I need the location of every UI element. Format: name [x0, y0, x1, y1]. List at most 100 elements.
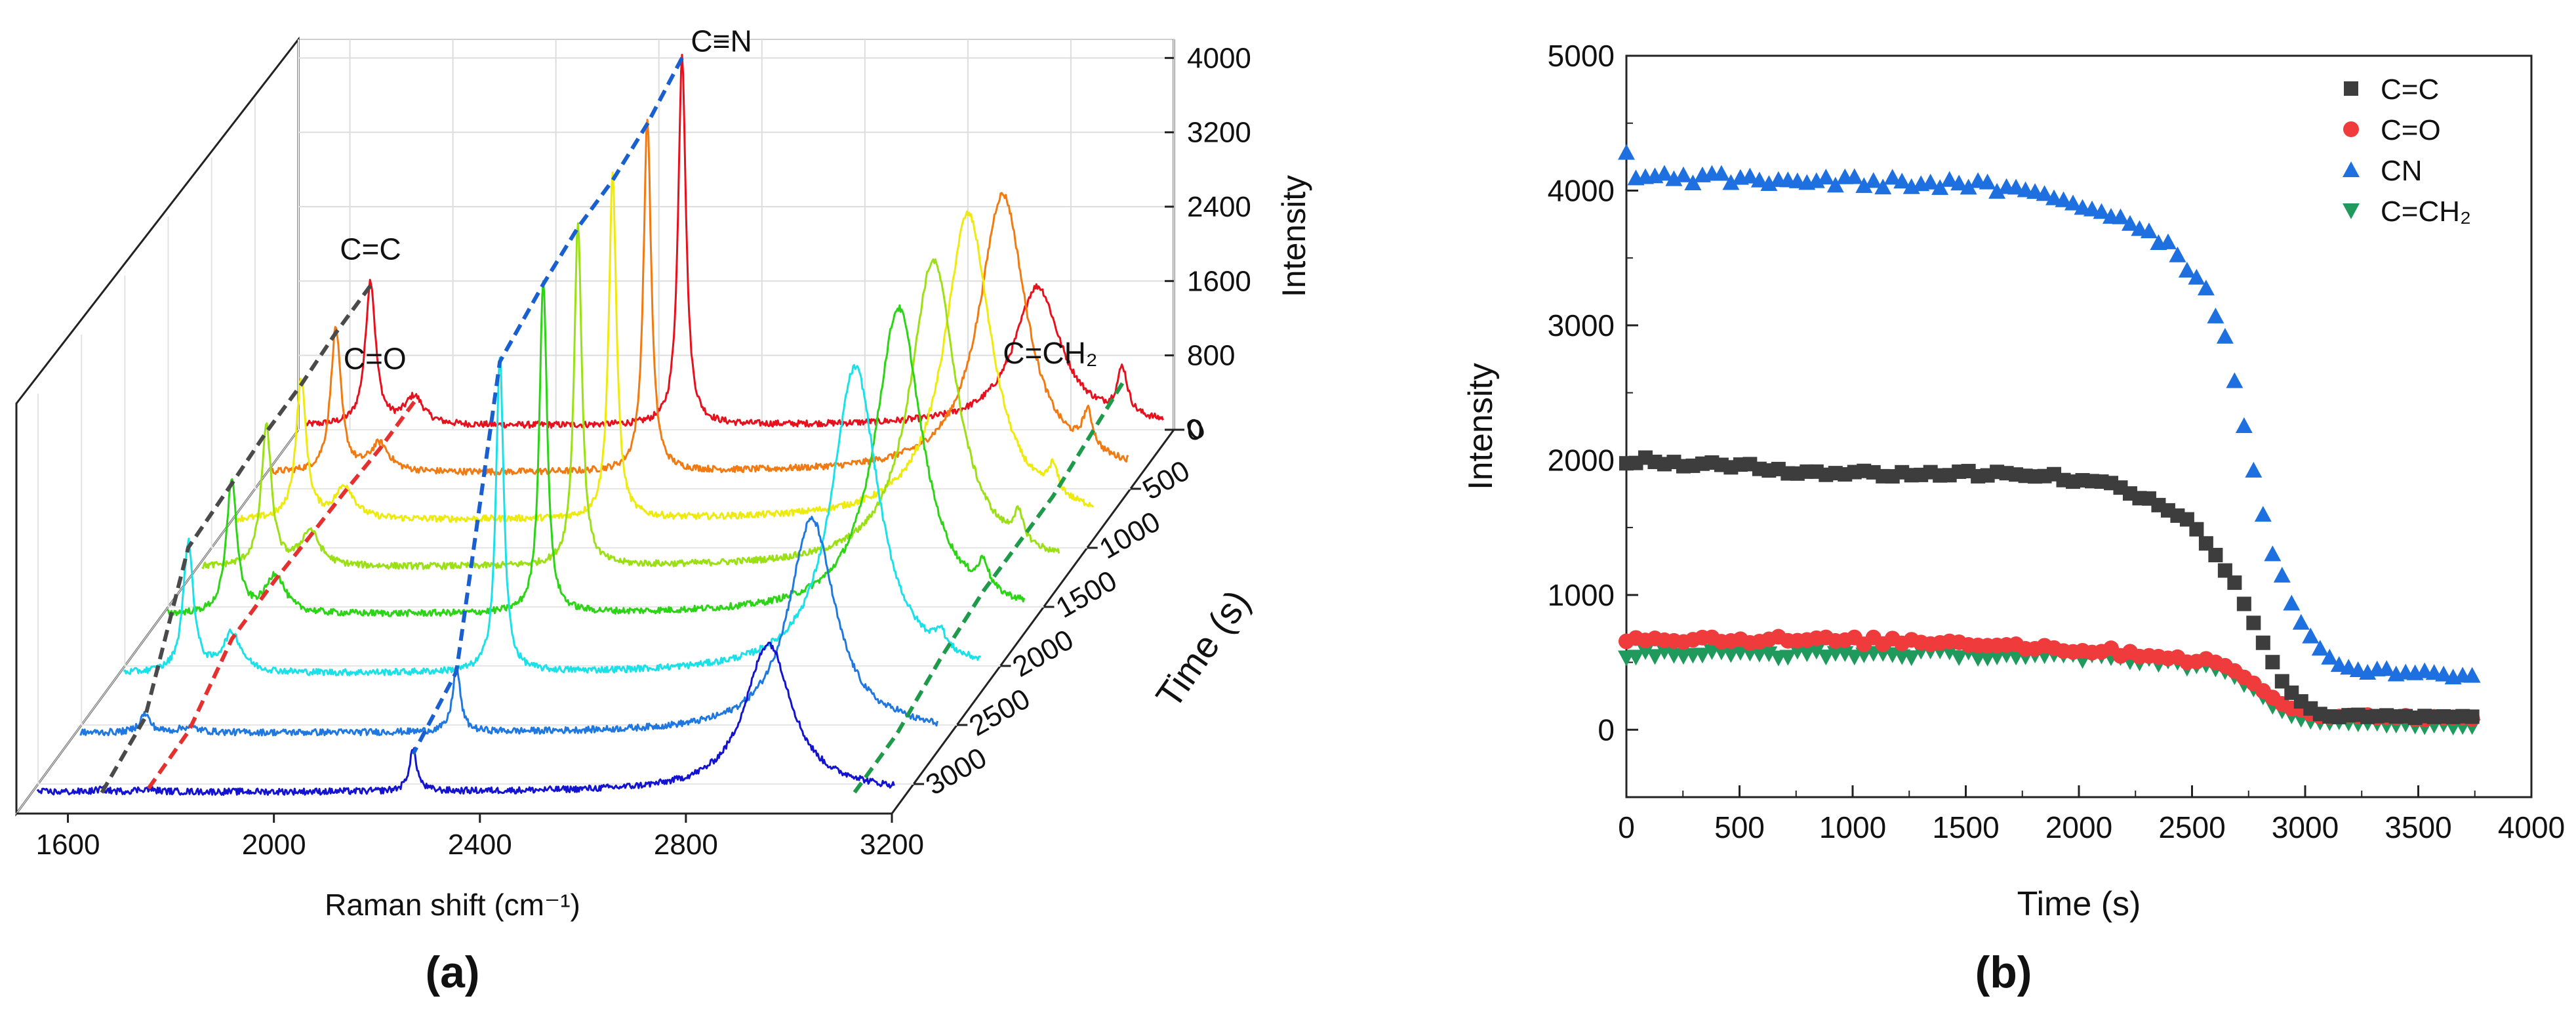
waterfall-spectra	[36, 54, 1164, 796]
legend-label: CN	[2381, 155, 2423, 187]
spectrum-1200s	[201, 222, 1060, 570]
x-tick-label: 0	[1618, 810, 1635, 844]
panel-b-label: (b)	[1975, 947, 2032, 997]
y-tick-label: 2000	[1548, 443, 1615, 477]
data-point	[2274, 674, 2289, 689]
data-point	[2159, 233, 2177, 249]
legend-marker	[2343, 203, 2360, 219]
data-point	[2064, 194, 2082, 211]
data-point	[2217, 563, 2232, 578]
spectrum-2100s	[123, 356, 981, 676]
data-point	[1979, 173, 1996, 190]
guide-line	[851, 382, 1125, 795]
panel-b-scatter: 0 500 1000 1500 2000 2500 3000 3500 4000 0 1000 200…	[1462, 39, 2565, 997]
guide-line	[100, 284, 372, 795]
spectrum-2600s	[79, 516, 938, 737]
x-tick-label: 2000	[242, 829, 306, 861]
data-point	[1874, 178, 1892, 195]
x-tick-label: 3000	[2272, 810, 2339, 844]
data-point	[1798, 646, 1816, 663]
data-point	[2264, 545, 2282, 562]
x-tick-label: 2800	[654, 829, 718, 861]
data-point	[2093, 203, 2110, 219]
data-point	[2340, 659, 2358, 675]
x-tick-label: 2000	[2045, 810, 2112, 844]
data-point	[1636, 644, 1654, 660]
legend-marker	[2343, 161, 2360, 177]
data-point	[2349, 661, 2367, 677]
scatter-ticks: 0 500 1000 1500 2000 2500 3000 3500 4000 0 1000 200…	[1548, 39, 2566, 844]
x-tick-label: 1000	[1819, 810, 1886, 844]
panel-a-zlabel: Intensity	[1276, 175, 1312, 297]
data-point	[1845, 650, 1863, 666]
data-point	[2273, 566, 2291, 583]
legend-marker	[2343, 121, 2359, 137]
scatter-legend: C=C C=O CN C=CH₂	[2343, 73, 2471, 228]
data-point	[1655, 165, 1673, 181]
z-tick-label: 4000	[1187, 42, 1251, 74]
data-point	[2207, 307, 2224, 323]
data-point	[1864, 172, 1882, 188]
data-point	[1741, 167, 1759, 184]
spectrum-1600s	[167, 280, 1026, 617]
data-point	[2178, 262, 2196, 278]
data-point	[1646, 649, 1664, 665]
data-point	[1845, 168, 1863, 184]
legend-label: C=CH₂	[2381, 196, 2471, 228]
data-point	[2245, 461, 2263, 478]
guide-line	[411, 56, 684, 755]
x-tick-label: 2400	[448, 829, 512, 861]
waterfall-annotations: C=C C=O C≡N C=CH₂	[340, 24, 1097, 375]
data-point	[2198, 536, 2213, 551]
data-point	[2036, 185, 2053, 201]
data-point	[1950, 650, 1968, 667]
data-point	[2112, 208, 2129, 224]
annotation-label: C=C	[340, 232, 401, 266]
y-tick-label: 0	[1598, 713, 1615, 747]
data-point	[2197, 279, 2215, 296]
data-point	[2465, 709, 2480, 724]
z-tick-label: 3200	[1187, 117, 1251, 149]
legend-label: C=O	[2381, 114, 2441, 146]
data-point	[1950, 175, 1968, 191]
y-tick-label: 4000	[1548, 173, 1615, 207]
spectrum-400s	[270, 119, 1129, 476]
data-point	[2188, 268, 2205, 285]
data-point	[2083, 200, 2101, 217]
panel-b-xlabel: Time (s)	[2017, 885, 2141, 923]
x-tick-label: 2500	[2158, 810, 2225, 844]
panel-b-ylabel: Intensity	[1462, 363, 1500, 490]
data-point	[1750, 171, 1768, 188]
data-point	[1674, 166, 1692, 182]
data-point	[1722, 174, 1740, 190]
y-tick-label: 5000	[1548, 39, 1615, 73]
data-point	[2140, 222, 2158, 239]
spectrum-800s	[235, 171, 1095, 523]
data-point	[1807, 644, 1825, 660]
data-point	[1988, 182, 2006, 199]
legend-marker	[2344, 81, 2358, 96]
data-point	[1922, 173, 1939, 190]
data-point	[2226, 372, 2244, 388]
annotation-label: C=O	[344, 342, 407, 376]
data-point	[2121, 215, 2139, 231]
panel-a-xlabel: Raman shift (cm⁻¹)	[325, 888, 580, 922]
scatter-points	[1618, 144, 2481, 735]
annotation-label: C=CH₂	[1003, 336, 1097, 370]
data-point	[1902, 650, 1920, 667]
data-point	[2302, 627, 2320, 644]
data-point	[1712, 165, 1730, 181]
waterfall-grid	[37, 39, 1175, 785]
x-tick-label: 1600	[36, 829, 100, 861]
x-tick-label: 1500	[1932, 810, 1999, 844]
data-point	[2265, 655, 2280, 670]
data-point	[2235, 417, 2253, 434]
data-point	[2055, 191, 2072, 207]
data-point	[2254, 506, 2272, 522]
data-point	[2321, 648, 2339, 665]
data-point	[1760, 175, 1778, 191]
data-point	[1722, 647, 1740, 663]
z-tick-label: 0	[1187, 414, 1203, 446]
z-tick-label: 1600	[1187, 265, 1251, 297]
z-tick-label: 800	[1187, 340, 1235, 372]
